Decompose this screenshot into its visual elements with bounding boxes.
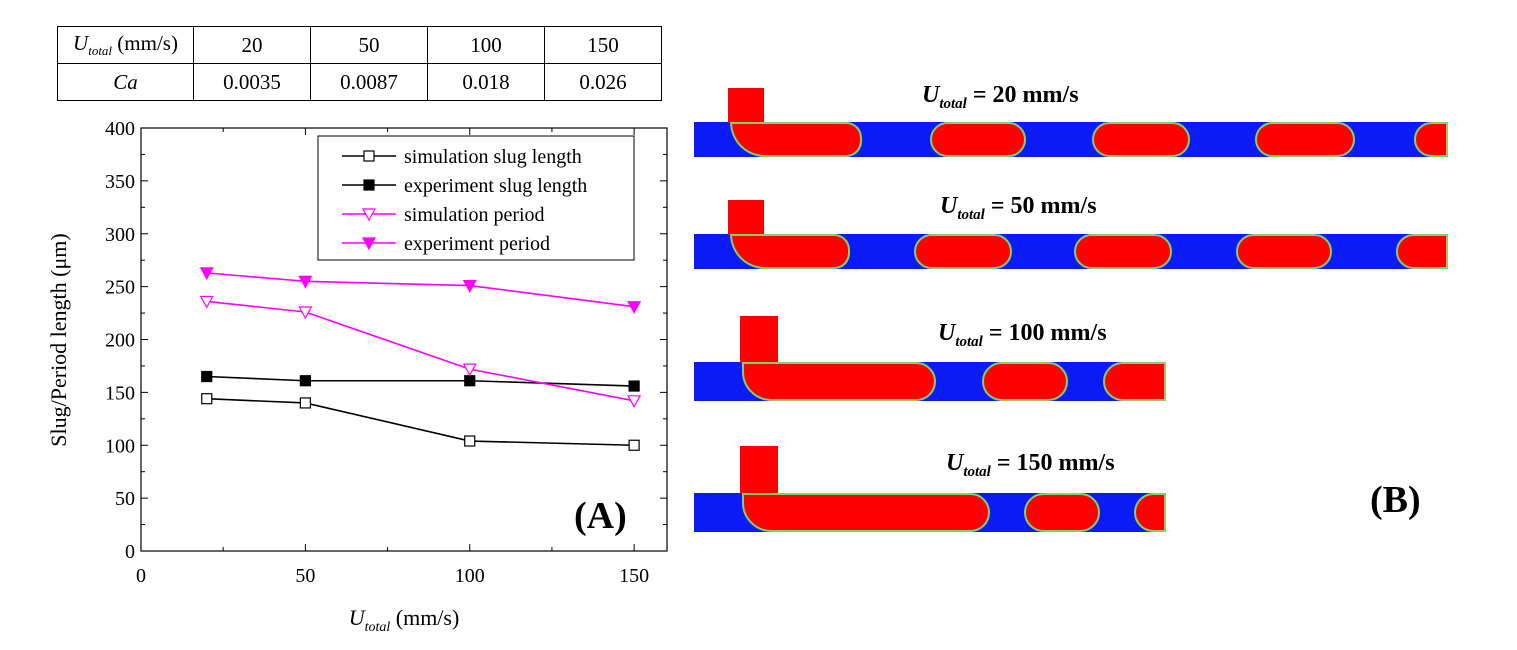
data-point — [201, 370, 213, 383]
slug — [730, 234, 850, 269]
table-cell: 150 — [544, 26, 662, 64]
table-cell: 0.0087 — [310, 63, 428, 101]
legend-label: experiment period — [404, 233, 550, 255]
slug — [1103, 362, 1166, 401]
series-simulation-period — [199, 295, 642, 409]
slug — [742, 362, 936, 401]
legend-label: simulation period — [404, 204, 545, 226]
sim-title-50: Utotal = 50 mm/s — [940, 193, 1097, 223]
slug — [982, 362, 1068, 401]
legend-label: experiment slug length — [404, 175, 587, 197]
data-point — [201, 393, 213, 405]
data-point — [462, 363, 477, 377]
table-cell: 0.0035 — [193, 63, 311, 101]
line-chart: 0 50 100 150 200 250 300 350 400 0 50 100 150 simula… — [46, 118, 668, 635]
series-line — [206, 375, 635, 387]
slug — [1396, 234, 1448, 269]
series-line — [206, 272, 635, 308]
y-axis-title: Slug/Period length (μm) — [46, 233, 71, 446]
x-tick-label: 50 — [295, 565, 315, 587]
inlet-20 — [728, 88, 764, 123]
slug — [930, 122, 1026, 157]
table-header-velocity: Utotal (mm/s) — [57, 26, 194, 64]
slug — [1024, 493, 1100, 532]
data-point — [298, 306, 313, 320]
capillary-number-table: Utotal (mm/s) 20 50 100 150 Ca 0.0035 0.… — [57, 26, 662, 101]
x-axis-title: Utotal (mm/s) — [349, 605, 460, 635]
chart-legend: simulation slug length experiment slug le… — [317, 135, 635, 261]
series-experiment-slug-length — [201, 370, 640, 392]
table-row: Utotal (mm/s) 20 50 100 150 — [57, 26, 662, 64]
data-point — [361, 237, 377, 251]
table-cell: 0.026 — [544, 63, 662, 101]
inlet-100 — [740, 316, 778, 363]
data-point — [464, 435, 476, 447]
data-point — [627, 301, 642, 314]
chart-axes: 0 50 100 150 200 250 300 350 400 0 50 100 150 — [105, 118, 668, 587]
data-point — [361, 208, 377, 222]
data-point — [363, 150, 375, 162]
y-tick-label: 50 — [115, 488, 135, 510]
chart-series — [199, 267, 642, 451]
slug — [730, 122, 862, 157]
y-tick-label: 200 — [105, 330, 135, 352]
data-point — [299, 397, 311, 409]
series-simulation-slug-length — [201, 393, 640, 451]
table-row: Ca 0.0035 0.0087 0.018 0.026 — [57, 63, 662, 101]
y-tick-label: 400 — [105, 118, 135, 140]
data-point — [464, 375, 476, 387]
sim-title-150: Utotal = 150 mm/s — [946, 450, 1115, 480]
y-tick-label: 150 — [105, 382, 135, 404]
slug — [1255, 122, 1355, 157]
data-point — [628, 380, 640, 392]
series-line — [206, 300, 635, 402]
legend-label: simulation slug length — [404, 146, 582, 168]
sim-title-100: Utotal = 100 mm/s — [938, 320, 1107, 350]
x-tick-label: 150 — [619, 565, 649, 587]
slug — [914, 234, 1012, 269]
slug — [742, 493, 990, 532]
table-cell: 100 — [427, 26, 545, 64]
inlet-150 — [740, 446, 778, 494]
x-tick-label: 0 — [136, 565, 146, 587]
slug — [1236, 234, 1332, 269]
data-point — [627, 395, 642, 409]
data-point — [462, 279, 477, 293]
y-tick-label: 100 — [105, 435, 135, 457]
sim-title-20: Utotal = 20 mm/s — [922, 82, 1079, 112]
slug — [1414, 122, 1448, 157]
y-tick-label: 250 — [105, 277, 135, 299]
y-tick-label: 350 — [105, 171, 135, 193]
panel-label-b: (B) — [1370, 479, 1421, 521]
data-point — [199, 267, 214, 281]
series-experiment-period — [199, 267, 642, 314]
slug — [1092, 122, 1190, 157]
table-cell: 0.018 — [427, 63, 545, 101]
slug — [1074, 234, 1172, 269]
y-tick-label: 0 — [125, 541, 135, 563]
data-point — [363, 179, 375, 191]
slug — [1134, 493, 1166, 532]
panel-label-a: (A) — [574, 495, 627, 537]
y-tick-label: 300 — [105, 224, 135, 246]
data-point — [628, 439, 640, 451]
data-point — [299, 375, 311, 387]
inlet-50 — [728, 200, 764, 235]
data-point — [298, 275, 313, 289]
series-line — [206, 397, 635, 447]
x-tick-label: 100 — [455, 565, 485, 587]
data-point — [199, 295, 214, 309]
